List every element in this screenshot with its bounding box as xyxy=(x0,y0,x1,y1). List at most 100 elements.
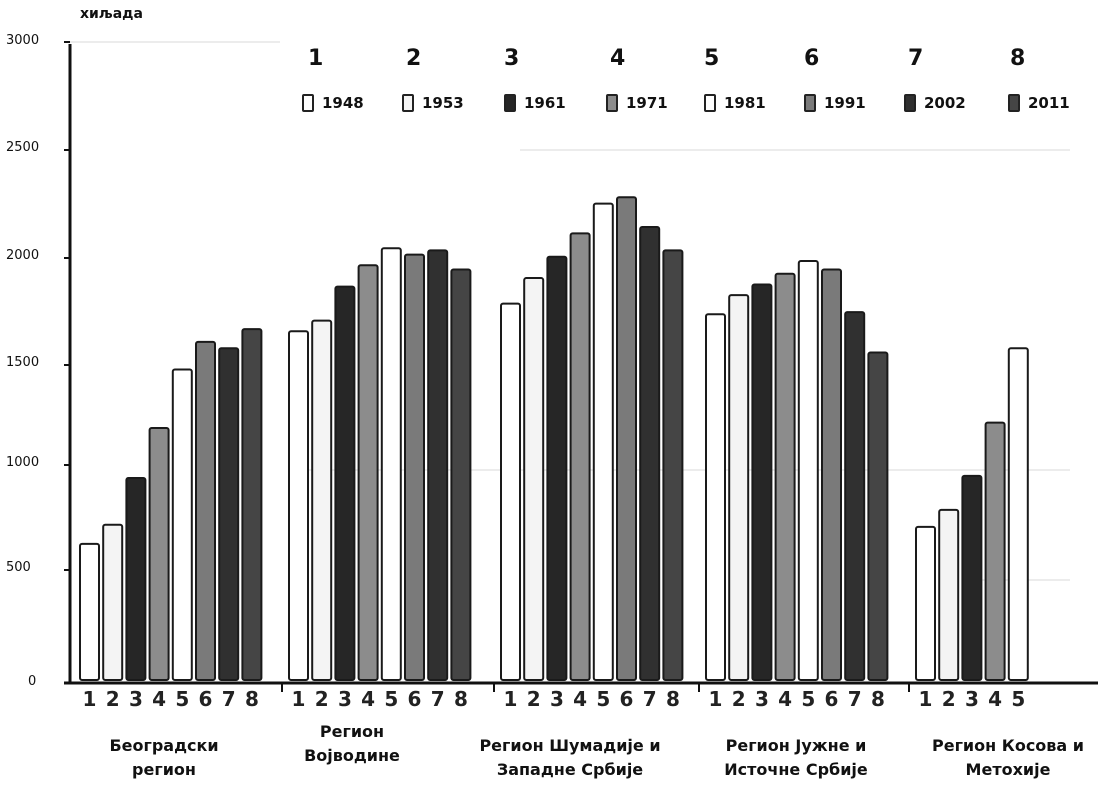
legend-number: 4 xyxy=(610,46,626,71)
bar xyxy=(125,476,147,682)
legend-item-1971: 1971 xyxy=(606,94,668,112)
region-label-line: регион xyxy=(132,760,196,779)
y-tick-label: 1500 xyxy=(6,355,40,370)
bar-position-label: 2 xyxy=(942,687,956,711)
bar-position-label: 7 xyxy=(848,687,862,711)
legend-item-1991: 1991 xyxy=(804,94,866,112)
bar xyxy=(662,249,684,681)
bar-position-label: 1 xyxy=(292,687,306,711)
bar-position-label: 4 xyxy=(988,687,1002,711)
bar xyxy=(334,285,356,681)
bar-position-label: 6 xyxy=(825,687,839,711)
region-label-sumadija: Регион Шумадије и Западне Србије xyxy=(470,734,670,782)
bar-position-label: 2 xyxy=(106,687,120,711)
legend-swatch xyxy=(1008,94,1020,112)
legend-item-1948: 1948 xyxy=(302,94,364,112)
bar xyxy=(241,328,263,681)
y-tick-label: 2500 xyxy=(6,140,40,155)
bar xyxy=(102,523,124,682)
legend-swatch xyxy=(904,94,916,112)
legend-swatch xyxy=(804,94,816,112)
bar-position-label: 5 xyxy=(175,687,189,711)
bar xyxy=(797,260,819,681)
bar-position-label: 7 xyxy=(643,687,657,711)
bar-position-label: 4 xyxy=(573,687,587,711)
bar-position-label: 3 xyxy=(755,687,769,711)
legend-swatch xyxy=(504,94,516,112)
region-label-line: Војводине xyxy=(304,746,400,765)
bar-position-label: 8 xyxy=(871,687,885,711)
legend-number: 5 xyxy=(704,46,720,71)
bar xyxy=(380,247,402,682)
legend-number: 6 xyxy=(804,46,820,71)
bar-position-label: 3 xyxy=(550,687,564,711)
bar-position-label: 7 xyxy=(431,687,445,711)
bar-position-label: 3 xyxy=(129,687,143,711)
legend-label: 1971 xyxy=(626,94,668,112)
bar-position-label: 1 xyxy=(919,687,933,711)
bar xyxy=(500,302,521,681)
legend-number: 8 xyxy=(1010,46,1026,71)
legend-item-1981: 1981 xyxy=(704,94,766,112)
bar xyxy=(705,313,726,681)
legend-number: 7 xyxy=(908,46,924,71)
bar xyxy=(592,202,614,681)
bar xyxy=(148,426,170,681)
bar-position-label: 4 xyxy=(778,687,792,711)
y-tick-label: 2000 xyxy=(6,248,40,263)
region-label-line: Метохије xyxy=(965,760,1051,779)
bar-position-label: 3 xyxy=(338,687,352,711)
legend-label: 1991 xyxy=(824,94,866,112)
legend-number: 2 xyxy=(406,46,422,71)
legend-swatch xyxy=(302,94,314,112)
region-label-line: Регион xyxy=(319,722,385,741)
legend-swatch xyxy=(402,94,414,112)
bar-position-label: 2 xyxy=(527,687,541,711)
legend-label: 1981 xyxy=(724,94,766,112)
legend-item-1961: 1961 xyxy=(504,94,566,112)
bar-position-label: 6 xyxy=(408,687,422,711)
y-unit-label: хиљада xyxy=(80,6,143,22)
bar-position-label: 1 xyxy=(504,687,518,711)
bar xyxy=(79,542,100,681)
bar-position-label: 8 xyxy=(454,687,468,711)
bar xyxy=(639,226,661,682)
bar xyxy=(427,249,449,681)
bar-position-label: 5 xyxy=(801,687,815,711)
legend-label: 2002 xyxy=(924,94,966,112)
bar xyxy=(984,421,1006,681)
bar xyxy=(728,294,750,681)
region-label-line: Регион Шумадије и xyxy=(479,736,661,755)
region-label-line: Београдски xyxy=(109,736,219,755)
y-tick-label: 3000 xyxy=(6,33,40,48)
bar xyxy=(867,351,889,681)
bar xyxy=(915,525,936,681)
legend-number: 3 xyxy=(504,46,520,71)
bar xyxy=(751,283,773,681)
bar-position-label: 6 xyxy=(199,687,213,711)
bar xyxy=(523,277,545,681)
bar-position-label: 1 xyxy=(709,687,723,711)
bar xyxy=(404,253,425,682)
bar xyxy=(450,268,472,681)
legend-label: 1961 xyxy=(524,94,566,112)
legend-number: 1 xyxy=(308,46,324,71)
y-tick-label: 500 xyxy=(6,560,31,575)
bar xyxy=(195,340,216,681)
legend-item-2011: 2011 xyxy=(1008,94,1070,112)
bar xyxy=(569,232,591,681)
bar-position-label: 1 xyxy=(83,687,97,711)
bar xyxy=(961,474,983,681)
bar xyxy=(938,508,960,681)
region-label-line: Регион Јужне и xyxy=(725,736,867,755)
bar-position-label: 2 xyxy=(732,687,746,711)
bar xyxy=(357,264,379,681)
bar xyxy=(774,272,796,681)
bar-position-label: 5 xyxy=(384,687,398,711)
legend-swatch xyxy=(606,94,618,112)
legend-label: 2011 xyxy=(1028,94,1070,112)
region-label-vojvodina: Регион Војводине xyxy=(252,720,452,768)
legend-item-2002: 2002 xyxy=(904,94,966,112)
region-label-line: Западне Србије xyxy=(496,760,644,779)
bar-position-label: 5 xyxy=(596,687,610,711)
